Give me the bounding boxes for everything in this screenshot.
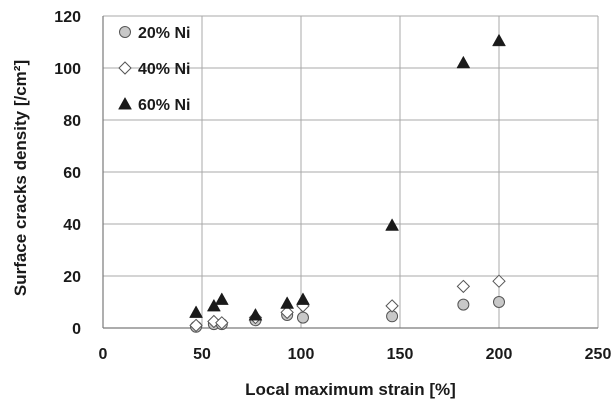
series-circle bbox=[190, 296, 505, 333]
x-tick-label: 0 bbox=[99, 346, 108, 363]
y-tick-label: 120 bbox=[54, 9, 81, 26]
legend-label: 60% Ni bbox=[138, 97, 190, 114]
data-point bbox=[456, 55, 471, 69]
x-tick-label: 250 bbox=[585, 346, 612, 363]
data-point bbox=[492, 33, 506, 47]
data-point bbox=[296, 311, 309, 324]
legend-marker bbox=[119, 26, 131, 38]
data-point bbox=[385, 218, 400, 231]
data-point bbox=[215, 316, 229, 330]
series-triangle bbox=[189, 33, 506, 321]
y-tick-label: 0 bbox=[72, 321, 81, 338]
data-point bbox=[492, 274, 506, 288]
y-axis-label: Surface cracks density [/cm²] bbox=[11, 60, 30, 296]
x-tick-label: 150 bbox=[387, 346, 414, 363]
data-point bbox=[189, 305, 203, 318]
legend: 20% Ni 40% Ni 60% Ni bbox=[118, 25, 190, 114]
x-axis-label: Local maximum strain [%] bbox=[245, 380, 456, 399]
data-point bbox=[206, 298, 221, 312]
legend-label: 40% Ni bbox=[138, 61, 190, 78]
x-tick-label: 100 bbox=[288, 346, 315, 363]
data-point bbox=[248, 307, 263, 321]
data-points bbox=[189, 33, 506, 333]
data-point bbox=[457, 298, 470, 311]
data-point bbox=[280, 305, 294, 320]
data-point bbox=[214, 292, 229, 305]
data-point bbox=[296, 292, 310, 305]
y-tick-label: 40 bbox=[63, 217, 81, 234]
data-point bbox=[456, 279, 471, 294]
data-point bbox=[189, 318, 203, 333]
legend-marker bbox=[118, 61, 132, 75]
y-tick-label: 20 bbox=[63, 269, 81, 286]
x-tick-label: 200 bbox=[486, 346, 513, 363]
y-tick-label: 60 bbox=[63, 165, 81, 182]
legend-marker bbox=[118, 96, 132, 110]
y-tick-label: 80 bbox=[63, 113, 81, 130]
tick-labels: 0 20 40 60 80 100 120 0 50 100 150 200 250 bbox=[54, 9, 611, 363]
data-point bbox=[280, 296, 295, 309]
data-point bbox=[493, 296, 505, 308]
y-tick-label: 100 bbox=[54, 61, 81, 78]
legend-label: 20% Ni bbox=[138, 25, 190, 42]
data-point bbox=[385, 299, 399, 313]
axes bbox=[102, 16, 598, 329]
x-tick-label: 50 bbox=[193, 346, 211, 363]
